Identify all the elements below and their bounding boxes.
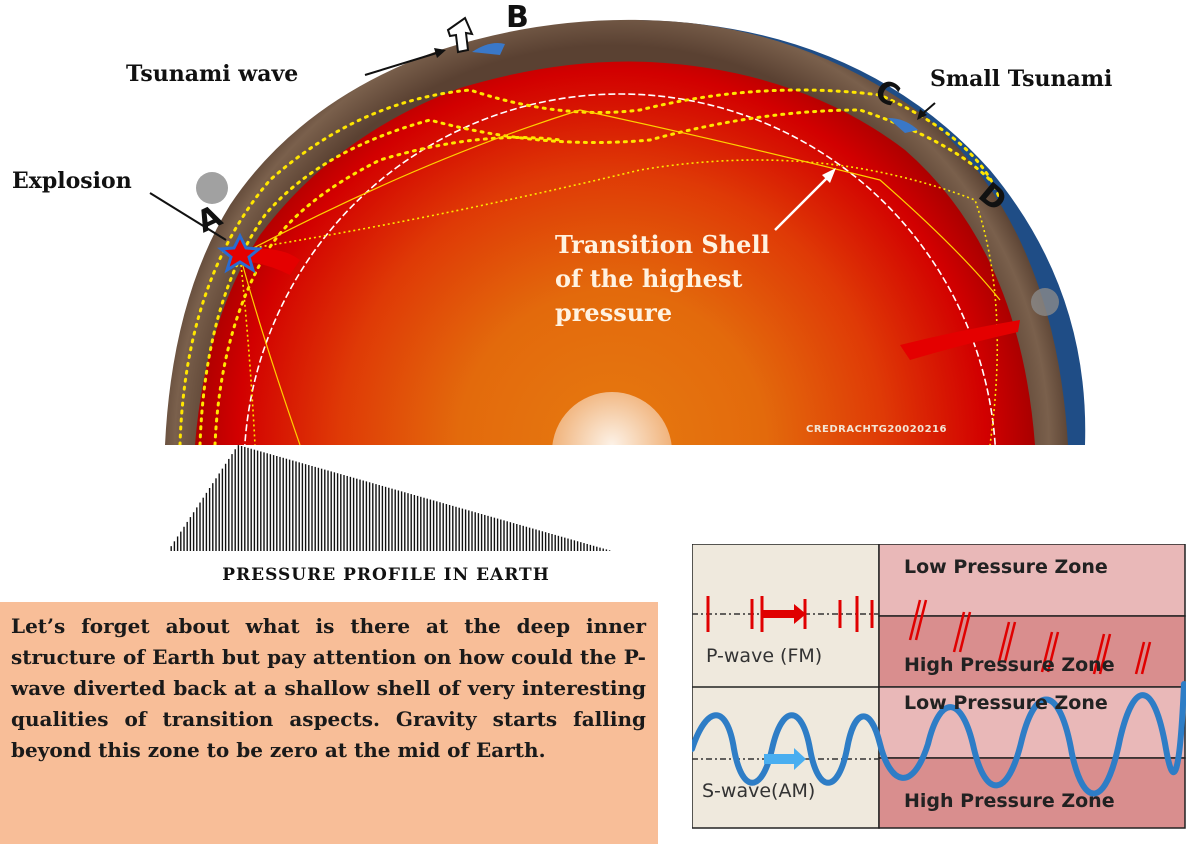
lava-streak-left [245,248,300,275]
tsunami-wave-label: Tsunami wave [126,61,299,87]
tsunami-arrow-head [434,48,446,58]
explosion-pointer [149,192,227,241]
watermark-text: CREDRACHTG20020216 [806,424,948,435]
wave-panel: Low Pressure Zone High Pressure Zone Low… [692,544,1186,829]
core-region [195,61,1035,445]
zone-label-4: High Pressure Zone [904,790,1115,812]
transition-shell-line-1: Transition Shell [555,230,770,259]
transition-shell-label: Transition Shell of the highest pressure [555,228,815,330]
p-wave-slanted-marks [908,599,1152,675]
explosion-label: Explosion [12,168,132,194]
pressure-profile-title: PRESSURE PROFILE IN EARTH [222,565,550,585]
p-wave-compressions [706,596,874,632]
lava-streak-right [900,320,1020,360]
tsunami-arrow [364,51,441,76]
layer-line-inner [213,136,562,445]
p-wave-label: P-wave (FM) [706,645,823,667]
zone-row-2 [878,615,1186,688]
s-wave-label: S-wave(AM) [702,780,816,802]
core-glow [552,392,672,445]
tsunami-bump-b [472,43,505,55]
shell-pointer-head [822,168,836,183]
p-wave-arrow-shaft [762,610,794,618]
explanation-box: Let’s forget about what is there at the … [0,602,658,844]
b-hollow-arrow [446,16,474,54]
explosion-star [217,232,263,274]
tsunami-bump-c [888,118,918,133]
ray-path-3 [239,254,301,445]
small-tsunami-arrow-head [917,109,927,120]
zone-row-4 [878,757,1186,829]
zone-label-2: High Pressure Zone [904,654,1115,676]
point-b-label: B [506,0,529,35]
s-wave-arrow-head [794,748,806,770]
transition-shell-line-3: pressure [555,298,673,327]
wave-panel-graphic [692,544,1186,829]
ray-path-4 [239,254,256,445]
transition-shell-line-2: of the highest [555,264,743,293]
p-wave-arrow-head [794,604,806,624]
layer-line-outer [178,88,1002,445]
pressure-profile-comb [170,445,611,551]
zone-row-1 [878,544,1186,617]
s-wave-arrow-shaft [764,754,794,764]
earth-cross-section [149,16,1086,551]
explanation-text: Let’s forget about what is there at the … [11,614,646,762]
zone-label-3: Low Pressure Zone [904,692,1108,714]
transition-shell [244,93,996,445]
s-wave-curve [692,681,1186,797]
small-tsunami-label: Small Tsunami [930,66,1113,92]
smoke-right [1031,288,1059,316]
ray-path-2 [239,109,1001,301]
shell-pointer [774,171,834,231]
smoke-left [196,172,228,204]
ray-path-1 [239,159,999,445]
zone-label-1: Low Pressure Zone [904,556,1108,578]
